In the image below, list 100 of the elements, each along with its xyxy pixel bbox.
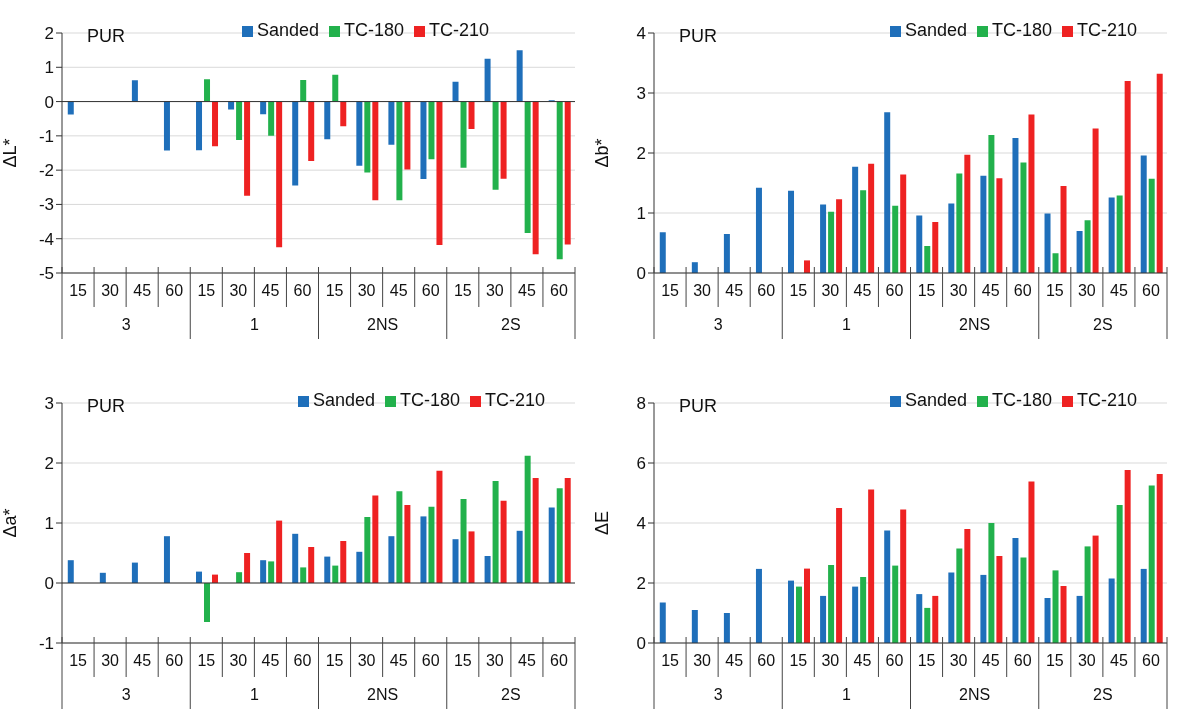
text: 1 xyxy=(841,686,851,703)
legend-label: TC-210 xyxy=(429,20,490,40)
text: 2NS xyxy=(959,316,991,333)
x-tick-label: 45 xyxy=(981,652,1000,669)
x-tick-label: 45 xyxy=(853,652,872,669)
y-tick-label: 1 xyxy=(44,58,54,78)
x-tick-label: 45 xyxy=(133,282,152,299)
x-tick-label: 45 xyxy=(389,652,408,669)
x-tick-label: 30 xyxy=(693,652,712,669)
y-axis-title: Δb* xyxy=(592,138,613,168)
y-tick-label: -3 xyxy=(38,195,54,215)
x-tick-label: 15 xyxy=(789,652,808,669)
y-tick-label: 1 xyxy=(636,204,646,224)
x-tick-label: 30 xyxy=(1077,652,1096,669)
y-tick-label: -5 xyxy=(38,264,54,284)
x-tick-label: 15 xyxy=(197,652,216,669)
y-tick-label: 8 xyxy=(636,394,646,414)
x-tick-label: 45 xyxy=(981,282,1000,299)
legend-label: TC-180 xyxy=(399,390,460,410)
x-tick-label: 30 xyxy=(357,652,376,669)
x-tick-label: 30 xyxy=(357,282,376,299)
y-tick-label: -2 xyxy=(38,161,54,181)
legend-label: TC-180 xyxy=(344,20,405,40)
x-tick-label: 60 xyxy=(550,652,568,669)
y-tick-label: 2 xyxy=(636,574,646,594)
x-tick-label: 15 xyxy=(325,282,344,299)
x-tick-label: 60 xyxy=(757,282,776,299)
text: 1 xyxy=(841,316,851,333)
legend-label: TC-210 xyxy=(1076,20,1137,40)
legend-label: TC-180 xyxy=(991,20,1052,40)
x-tick-label: 45 xyxy=(1110,282,1128,299)
y-axis-title: ΔL* xyxy=(0,138,21,168)
y-tick-label: 0 xyxy=(636,264,646,284)
y-tick-label: 4 xyxy=(636,24,646,44)
x-tick-label: 60 xyxy=(421,652,440,669)
legend-label: TC-210 xyxy=(484,390,545,410)
x-tick-label: 15 xyxy=(453,282,472,299)
annotation: PUR xyxy=(87,26,126,46)
x-tick-label: 45 xyxy=(725,282,744,299)
x-tick-label: 15 xyxy=(69,282,88,299)
text: 1 xyxy=(249,316,259,333)
x-tick-label: 60 xyxy=(293,652,312,669)
x-tick-label: 30 xyxy=(821,652,840,669)
y-tick-label: 0 xyxy=(636,634,646,654)
x-tick-label: 60 xyxy=(550,282,568,299)
y-axis-title: Δa* xyxy=(0,508,21,538)
x-tick-label: 15 xyxy=(1045,282,1064,299)
y-tick-label: 0 xyxy=(44,574,54,594)
y-tick-label: 4 xyxy=(636,514,646,534)
y-tick-label: -1 xyxy=(38,126,54,146)
x-tick-label: 45 xyxy=(518,652,536,669)
x-tick-label: 60 xyxy=(885,282,904,299)
text: 2NS xyxy=(367,316,399,333)
x-tick-label: 60 xyxy=(421,282,440,299)
x-tick-label: 30 xyxy=(693,282,712,299)
x-tick-label: 30 xyxy=(101,282,120,299)
x-tick-label: 15 xyxy=(661,652,680,669)
x-tick-label: 30 xyxy=(485,282,504,299)
x-tick-label: 15 xyxy=(453,652,472,669)
x-tick-label: 15 xyxy=(69,652,88,669)
text: 3 xyxy=(713,686,723,703)
x-tick-label: 60 xyxy=(1142,282,1160,299)
x-tick-label: 60 xyxy=(1013,652,1032,669)
x-tick-label: 45 xyxy=(133,652,152,669)
y-tick-label: 2 xyxy=(44,24,54,44)
text: 2NS xyxy=(367,686,399,703)
annotation: PUR xyxy=(87,396,126,416)
text: 3 xyxy=(121,686,131,703)
x-tick-label: 60 xyxy=(757,652,776,669)
text: 1 xyxy=(249,686,259,703)
y-tick-label: 3 xyxy=(44,394,54,414)
x-tick-label: 15 xyxy=(917,652,936,669)
annotation: PUR xyxy=(679,396,718,416)
text: 2NS xyxy=(959,686,991,703)
x-tick-label: 45 xyxy=(518,282,536,299)
x-tick-label: 60 xyxy=(165,652,184,669)
x-tick-label: 45 xyxy=(1110,652,1128,669)
x-tick-label: 30 xyxy=(229,282,248,299)
x-tick-label: 45 xyxy=(261,652,280,669)
x-tick-label: 60 xyxy=(293,282,312,299)
legend-label: TC-180 xyxy=(991,390,1052,410)
annotation: PUR xyxy=(679,26,718,46)
text: 3 xyxy=(121,316,131,333)
legend-label: Sanded xyxy=(257,20,320,40)
y-axis-title: ΔE xyxy=(592,510,613,536)
x-tick-label: 30 xyxy=(949,652,968,669)
y-tick-label: 6 xyxy=(636,454,646,474)
x-tick-label: 30 xyxy=(485,652,504,669)
x-tick-label: 60 xyxy=(1142,652,1160,669)
x-tick-label: 15 xyxy=(1045,652,1064,669)
y-tick-label: -1 xyxy=(38,634,54,654)
legend-label: Sanded xyxy=(312,390,375,410)
legend-label: Sanded xyxy=(904,390,967,410)
x-tick-label: 45 xyxy=(261,282,280,299)
x-tick-label: 15 xyxy=(917,282,936,299)
x-tick-label: 30 xyxy=(949,282,968,299)
x-tick-label: 30 xyxy=(1077,282,1096,299)
text: 2S xyxy=(1093,316,1113,333)
text: 2S xyxy=(501,686,521,703)
x-tick-label: 45 xyxy=(725,652,744,669)
